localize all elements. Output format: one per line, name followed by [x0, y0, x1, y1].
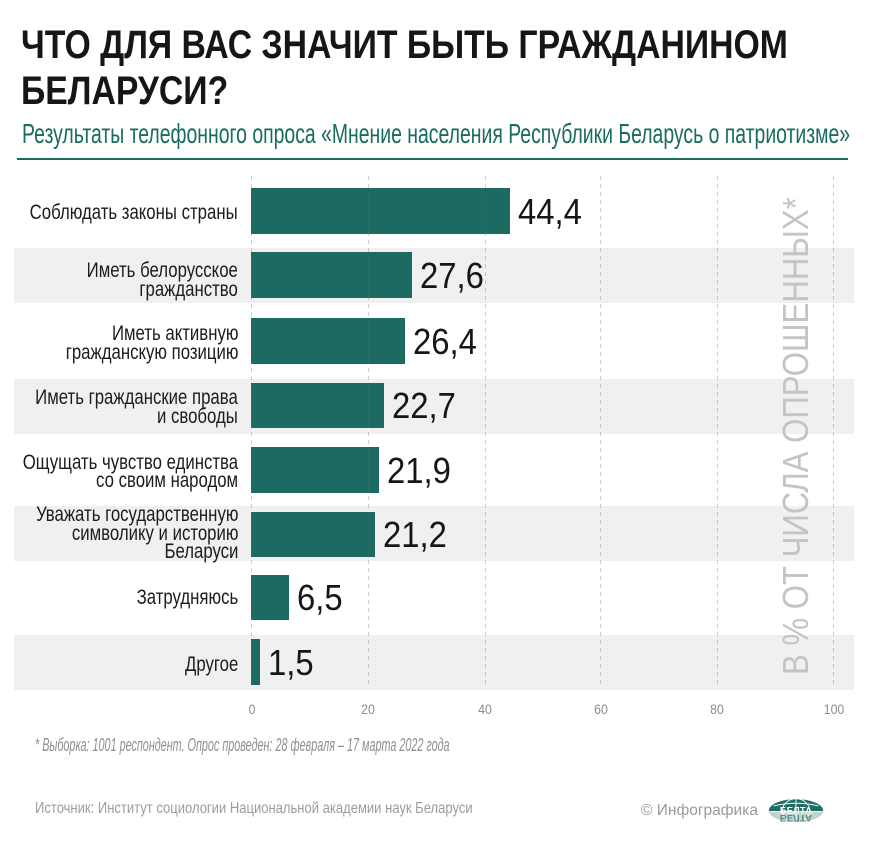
svg-text:БЕЛТА: БЕЛТА [780, 813, 812, 823]
svg-text:БЕЛТА: БЕЛТА [780, 805, 812, 815]
